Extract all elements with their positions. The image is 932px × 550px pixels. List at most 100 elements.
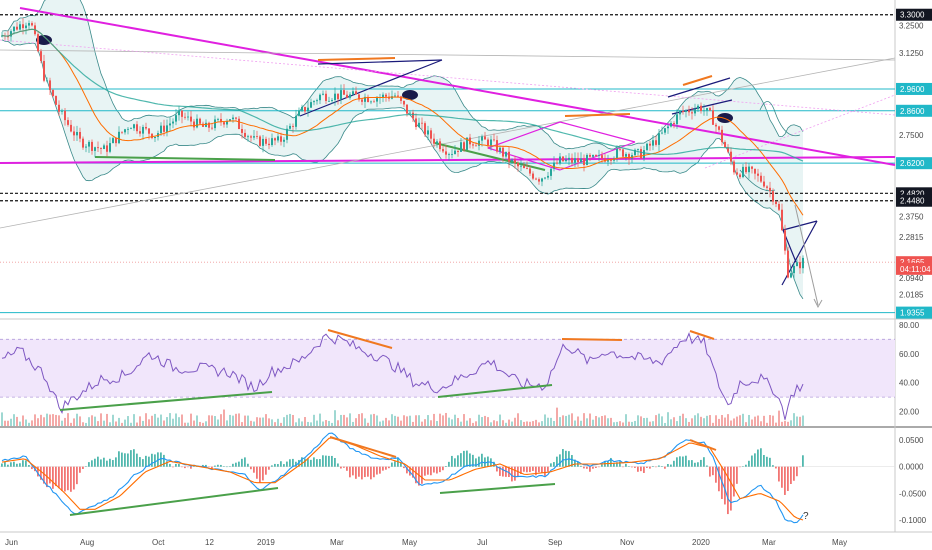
candle-body: [259, 136, 261, 146]
volume-bar: [310, 422, 312, 426]
candle-body: [250, 136, 252, 138]
candle-body: [178, 110, 180, 116]
volume-bar: [100, 413, 102, 426]
macd-axis[interactable]: 0.0500 0.0000 -0.0500 -0.1000: [899, 436, 927, 525]
volume-bar: [34, 414, 36, 426]
candle-body: [31, 23, 33, 26]
candle-body: [193, 121, 195, 128]
candle-body: [355, 91, 357, 95]
macd-histogram-bar: [718, 466, 720, 492]
candle-body: [625, 154, 627, 157]
candle-body: [184, 116, 186, 118]
macd-histogram-bar: [736, 466, 738, 484]
candle-body: [64, 110, 66, 121]
volume-bar: [643, 418, 645, 426]
macd-histogram-bar: [241, 458, 243, 467]
volume-bar: [694, 415, 696, 426]
moving-averages: [1, 28, 804, 216]
macd-histogram-bar: [118, 451, 120, 467]
candle-body: [622, 149, 624, 157]
volume-bar: [796, 416, 798, 426]
time-axis[interactable]: Jun Aug Oct 12 2019 Mar May Jul Sep Nov 2020 Mar May: [5, 538, 847, 547]
candle-body: [493, 139, 495, 141]
macd-histogram-bar: [268, 466, 270, 470]
macd-histogram-bar: [535, 466, 537, 476]
volume-bar: [520, 420, 522, 426]
candle-body: [106, 145, 108, 152]
candle-body: [292, 125, 294, 127]
volume-bar: [367, 422, 369, 426]
volume-bar: [655, 415, 657, 426]
magenta-support-line: [0, 156, 895, 164]
macd-histogram-bar: [169, 463, 171, 467]
candle-body: [712, 110, 714, 125]
volume-bar: [217, 419, 219, 426]
macd-histogram-bar: [367, 466, 369, 477]
volume-bar: [553, 420, 555, 426]
time-axis-tick: Aug: [80, 538, 94, 547]
macd-histogram-bar: [361, 466, 363, 480]
volume-bar: [115, 421, 117, 426]
volume-bar: [541, 421, 543, 426]
macd-histogram-bar: [676, 457, 678, 467]
volume-bar: [682, 413, 684, 426]
volume-bar: [241, 422, 243, 426]
volume-bar: [622, 422, 624, 426]
macd-histogram-bar: [28, 465, 30, 467]
macd-histogram-bar: [148, 456, 150, 467]
volume-bar: [481, 417, 483, 426]
volume-bar: [664, 422, 666, 426]
volume-bar: [715, 415, 717, 426]
volume-bar: [37, 418, 39, 426]
candle-body: [331, 100, 333, 101]
volume-bar: [271, 419, 273, 426]
volume-bar: [127, 416, 129, 426]
moving-average-slow: [1, 28, 804, 162]
macd-histogram-bar: [616, 462, 618, 467]
candle-body: [442, 149, 444, 152]
rsi-axis[interactable]: 80.00 60.00 40.00 20.00: [899, 321, 920, 417]
candle-body: [643, 150, 645, 159]
volume-bar: [130, 422, 132, 426]
grey-rising-trendline: [0, 57, 895, 229]
candle-body: [103, 145, 105, 150]
macd-histogram-bar: [163, 454, 165, 467]
volume-bar: [781, 421, 783, 426]
volume-bar: [64, 417, 66, 426]
macd-histogram-bar: [190, 466, 192, 469]
price-axis[interactable]: 3.2500 3.1250 2.7500 2.3750 2.2815 2.0940 2.01…: [899, 22, 924, 300]
rsi-divergence-lines: [59, 329, 715, 411]
macd-histogram-bar: [463, 450, 465, 467]
macd-histogram-bar: [691, 460, 693, 467]
time-axis-tick: Sep: [548, 538, 563, 547]
volume-bar: [295, 422, 297, 426]
macd-histogram-bar: [388, 466, 390, 469]
volume-bar: [676, 421, 678, 426]
macd-histogram-bar: [232, 463, 234, 467]
candle-body: [739, 174, 741, 178]
channel-top-right: [667, 77, 731, 98]
price-panel[interactable]: [0, 0, 895, 314]
candle-body: [238, 118, 240, 130]
volume-bar: [691, 418, 693, 426]
volume-bar: [436, 421, 438, 426]
rsi-panel[interactable]: [0, 329, 895, 426]
macd-histogram-bar: [193, 465, 195, 467]
macd-histogram-bar: [550, 463, 552, 467]
macd-histogram-bar: [451, 455, 453, 467]
candle-body: [802, 257, 804, 269]
volume-bar: [262, 417, 264, 426]
macd-histogram-bar: [565, 450, 567, 467]
macd-histogram-bar: [586, 466, 588, 469]
macd-histogram-bar: [709, 466, 711, 477]
macd-histogram-bar: [127, 453, 129, 467]
candle-body: [610, 160, 612, 161]
price-tag-label: 04:11:04: [900, 265, 931, 274]
volume-bar: [280, 422, 282, 426]
volume-bar: [196, 415, 198, 426]
time-axis-tick: Jul: [477, 538, 487, 547]
macd-panel[interactable]: [0, 432, 895, 524]
macd-histogram-bar: [634, 466, 636, 468]
